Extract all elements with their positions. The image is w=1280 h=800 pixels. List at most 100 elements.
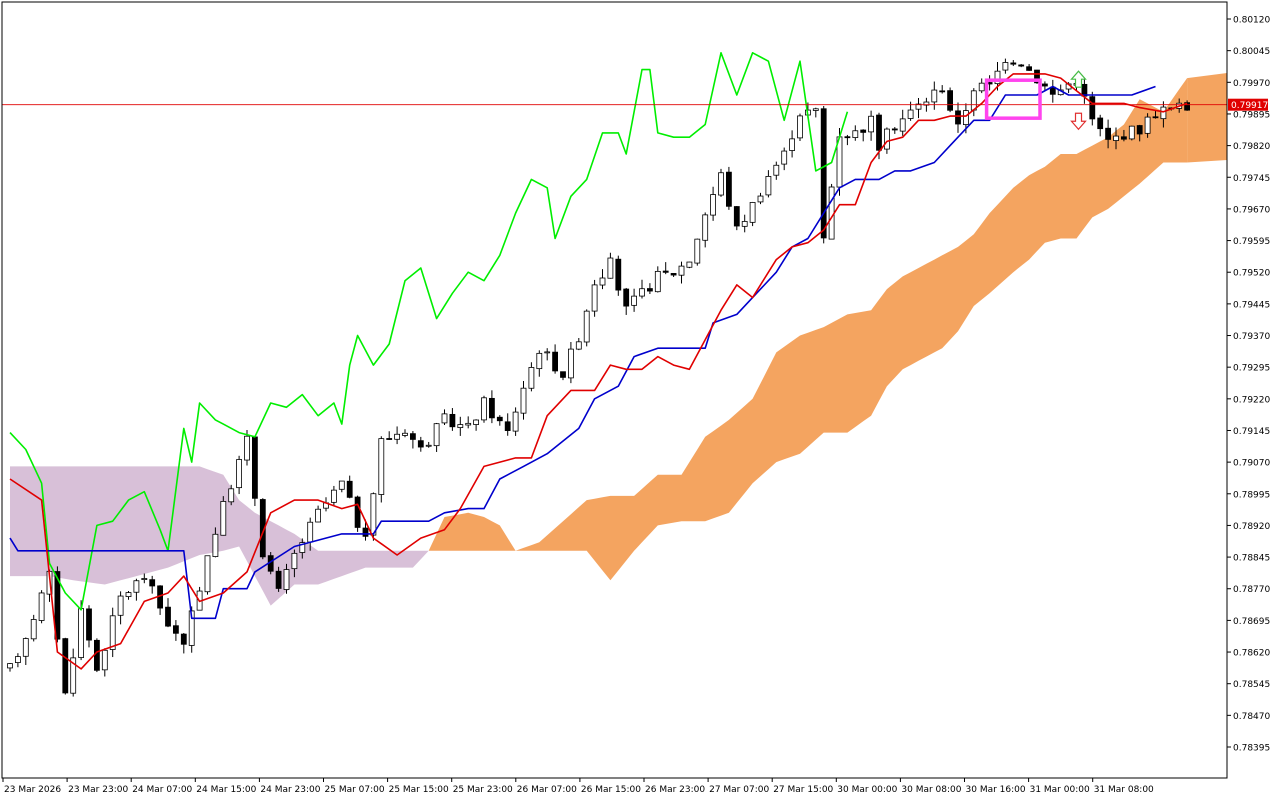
candle-bull bbox=[702, 214, 709, 241]
price-tick-label: 0.79670 bbox=[1233, 205, 1270, 215]
price-axis[interactable]: 0.80120 0.80045 0.79970 0.79895 0.79820 0.797… bbox=[1227, 16, 1270, 754]
time-tick-label: 31 Mar 08:00 bbox=[1094, 785, 1154, 795]
kumo-bear-segment bbox=[10, 466, 429, 606]
price-tick-label: 0.79745 bbox=[1233, 174, 1270, 184]
price-tick-label: 0.79520 bbox=[1233, 269, 1270, 279]
candle-bull bbox=[931, 89, 938, 103]
candle-bull bbox=[204, 555, 211, 593]
time-tick-label: 30 Mar 16:00 bbox=[966, 785, 1026, 795]
candle-bear bbox=[876, 114, 882, 151]
time-tick-label: 25 Mar 07:00 bbox=[325, 785, 385, 795]
candle-bull bbox=[520, 387, 527, 414]
candle-bear bbox=[947, 90, 953, 111]
candle-bull bbox=[481, 397, 487, 421]
candle-bear bbox=[449, 413, 456, 428]
time-tick-label: 26 Mar 15:00 bbox=[581, 785, 641, 795]
price-tick-label: 0.78920 bbox=[1233, 522, 1270, 532]
candle-bull bbox=[315, 508, 322, 523]
candle-bull bbox=[1128, 125, 1135, 140]
candle-bull bbox=[678, 265, 685, 276]
candle-bear bbox=[86, 608, 92, 641]
candle-bull bbox=[1160, 106, 1167, 120]
candle-bear bbox=[615, 258, 622, 291]
candle-bull bbox=[544, 351, 551, 354]
candle-bear bbox=[1042, 83, 1048, 87]
candle-bull bbox=[378, 438, 385, 495]
time-tick-label: 31 Mar 00:00 bbox=[1030, 785, 1090, 795]
time-tick-label: 25 Mar 23:00 bbox=[453, 785, 513, 795]
plot-frame bbox=[1, 1, 1228, 779]
candle-bull bbox=[812, 108, 819, 111]
candle-bull bbox=[465, 422, 472, 426]
price-tick-label: 0.79895 bbox=[1233, 110, 1270, 120]
down-arrow-icon bbox=[1070, 112, 1087, 131]
price-tick-label: 0.80120 bbox=[1233, 16, 1270, 26]
candle-bear bbox=[504, 421, 511, 431]
candle-bear bbox=[346, 480, 353, 498]
candle-bull bbox=[7, 663, 13, 669]
candle-bull bbox=[915, 103, 922, 110]
price-tick-label: 0.79595 bbox=[1233, 237, 1270, 247]
candle-bull bbox=[607, 257, 614, 279]
candle-bull bbox=[757, 195, 764, 203]
candle-bear bbox=[149, 579, 156, 587]
candles bbox=[7, 58, 1190, 697]
candle-bull bbox=[70, 657, 77, 694]
candle-bear bbox=[409, 433, 416, 440]
candle-bull bbox=[765, 176, 772, 196]
candle-bull bbox=[749, 202, 756, 223]
candle-bull bbox=[978, 82, 985, 92]
price-tick-label: 0.80045 bbox=[1233, 47, 1270, 57]
candle-bear bbox=[1105, 127, 1111, 140]
candle-bull bbox=[1113, 135, 1119, 141]
up-arrow-icon bbox=[1070, 70, 1087, 88]
candle-bear bbox=[1121, 136, 1127, 140]
candle-bull bbox=[654, 270, 661, 293]
candle-bear bbox=[733, 206, 740, 227]
price-tick-label: 0.79070 bbox=[1233, 459, 1270, 469]
candle-bull bbox=[923, 101, 930, 106]
candle-bull bbox=[441, 413, 448, 424]
overlays bbox=[2, 70, 1227, 131]
price-tick-label: 0.78695 bbox=[1233, 617, 1270, 627]
time-tick-label: 27 Mar 07:00 bbox=[709, 785, 769, 795]
candle-bull bbox=[852, 130, 859, 138]
candle-bear bbox=[1034, 69, 1040, 84]
price-tick-label: 0.79970 bbox=[1233, 79, 1270, 89]
price-tick-label: 0.79220 bbox=[1233, 395, 1270, 405]
time-tick-label: 24 Mar 23:00 bbox=[260, 785, 320, 795]
candle-bear bbox=[939, 90, 946, 93]
candle-bull bbox=[133, 580, 140, 593]
candle-bear bbox=[1184, 102, 1190, 111]
candle-bull bbox=[528, 367, 535, 389]
candle-bull bbox=[299, 542, 306, 553]
candle-bull bbox=[789, 138, 795, 151]
candle-bear bbox=[251, 436, 258, 499]
time-axis[interactable]: 23 Mar 2026 23 Mar 23:00 24 Mar 07:00 24 Ma… bbox=[2, 778, 1154, 795]
candle-bull bbox=[370, 493, 377, 536]
price-tick-label: 0.78395 bbox=[1233, 744, 1270, 754]
candle-bear bbox=[488, 397, 495, 419]
time-tick-label: 30 Mar 08:00 bbox=[901, 785, 961, 795]
candle-bear bbox=[670, 273, 677, 276]
candle-bull bbox=[568, 348, 574, 379]
candle-bull bbox=[1002, 62, 1009, 71]
candle-bull bbox=[101, 649, 108, 671]
candle-bear bbox=[1026, 66, 1032, 71]
candle-bull bbox=[575, 341, 582, 350]
time-tick-label: 26 Mar 07:00 bbox=[517, 785, 577, 795]
candle-bull bbox=[330, 489, 337, 503]
price-tick-label: 0.78470 bbox=[1233, 712, 1270, 722]
candle-bull bbox=[599, 277, 606, 286]
candle-bear bbox=[623, 288, 630, 307]
candle-bear bbox=[62, 638, 69, 694]
time-tick-label: 25 Mar 15:00 bbox=[389, 785, 449, 795]
candle-bull bbox=[212, 533, 219, 557]
time-tick-label: 30 Mar 00:00 bbox=[837, 785, 897, 795]
candle-bear bbox=[1136, 125, 1143, 135]
candle-bull bbox=[236, 459, 243, 489]
price-tag-background bbox=[1228, 98, 1268, 111]
